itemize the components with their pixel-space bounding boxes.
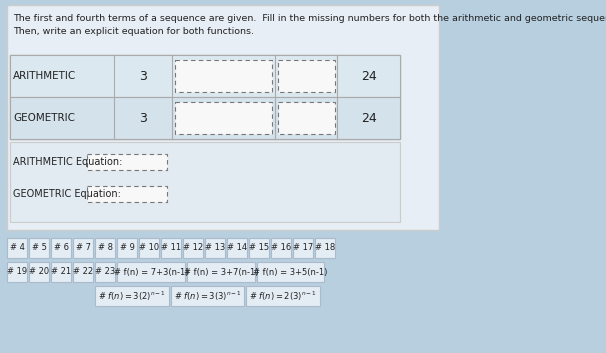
Text: # $f(n)=3(3)^{n-1}$: # $f(n)=3(3)^{n-1}$ [173, 289, 242, 303]
Bar [73, 238, 93, 258]
Bar [250, 238, 269, 258]
Bar [205, 238, 225, 258]
Text: # 6: # 6 [54, 244, 68, 252]
Text: # 14: # 14 [227, 244, 247, 252]
Bar [278, 60, 335, 92]
Bar [316, 238, 335, 258]
Text: # 15: # 15 [249, 244, 270, 252]
Text: GEOMETRIC Equation:: GEOMETRIC Equation: [13, 189, 121, 199]
Text: ARITHMETIC Equation:: ARITHMETIC Equation: [13, 157, 122, 167]
Bar [187, 262, 255, 282]
Text: # f(n) = 3+7(n-1): # f(n) = 3+7(n-1) [184, 268, 258, 276]
Bar [87, 186, 167, 202]
Text: ARITHMETIC: ARITHMETIC [13, 71, 76, 81]
Text: # 16: # 16 [271, 244, 291, 252]
Bar [10, 142, 400, 222]
Text: # 21: # 21 [51, 268, 72, 276]
Bar [29, 238, 49, 258]
Bar [52, 262, 71, 282]
Bar [7, 238, 27, 258]
Bar [293, 238, 313, 258]
Bar [73, 262, 93, 282]
Text: # f(n) = 3+5(n-1): # f(n) = 3+5(n-1) [253, 268, 328, 276]
Text: # $f(n)=3(2)^{n-1}$: # $f(n)=3(2)^{n-1}$ [98, 289, 166, 303]
Bar [118, 238, 137, 258]
Text: # 10: # 10 [139, 244, 159, 252]
Bar [95, 286, 168, 306]
Bar [10, 55, 400, 97]
Text: 24: 24 [361, 70, 376, 83]
Text: # 5: # 5 [32, 244, 47, 252]
Bar [171, 286, 244, 306]
Text: # 19: # 19 [7, 268, 27, 276]
Bar [161, 238, 181, 258]
Bar [227, 238, 247, 258]
Text: # 4: # 4 [10, 244, 25, 252]
Text: # 8: # 8 [98, 244, 113, 252]
Text: # 23: # 23 [95, 268, 115, 276]
Text: # 12: # 12 [183, 244, 204, 252]
Bar [95, 262, 115, 282]
Bar [52, 238, 71, 258]
Text: 24: 24 [361, 112, 376, 125]
Bar [95, 238, 115, 258]
Text: # f(n) = 7+3(n-1): # f(n) = 7+3(n-1) [114, 268, 188, 276]
Text: # 11: # 11 [161, 244, 181, 252]
Bar [184, 238, 203, 258]
Bar [247, 286, 320, 306]
Bar [271, 238, 291, 258]
Bar [257, 262, 324, 282]
Text: # $f(n)=2(3)^{n-1}$: # $f(n)=2(3)^{n-1}$ [249, 289, 317, 303]
Bar [278, 102, 335, 134]
Text: # 13: # 13 [205, 244, 225, 252]
Bar [87, 154, 167, 170]
Text: Then, write an explicit equation for both functions.: Then, write an explicit equation for bot… [13, 27, 254, 36]
Text: # 22: # 22 [73, 268, 93, 276]
Bar [175, 60, 272, 92]
Text: # 17: # 17 [293, 244, 313, 252]
Text: The first and fourth terms of a sequence are given.  Fill in the missing numbers: The first and fourth terms of a sequence… [13, 14, 606, 23]
Bar [7, 262, 27, 282]
Bar [10, 55, 400, 139]
Text: # 7: # 7 [76, 244, 91, 252]
Bar [29, 262, 49, 282]
Bar [118, 262, 185, 282]
Text: # 20: # 20 [29, 268, 49, 276]
Text: # 9: # 9 [120, 244, 135, 252]
Bar [10, 97, 400, 139]
Bar [175, 102, 272, 134]
Bar [7, 5, 439, 230]
Text: 3: 3 [139, 112, 147, 125]
Bar [139, 238, 159, 258]
Text: GEOMETRIC: GEOMETRIC [13, 113, 75, 123]
Text: 3: 3 [139, 70, 147, 83]
Text: # 18: # 18 [315, 244, 336, 252]
